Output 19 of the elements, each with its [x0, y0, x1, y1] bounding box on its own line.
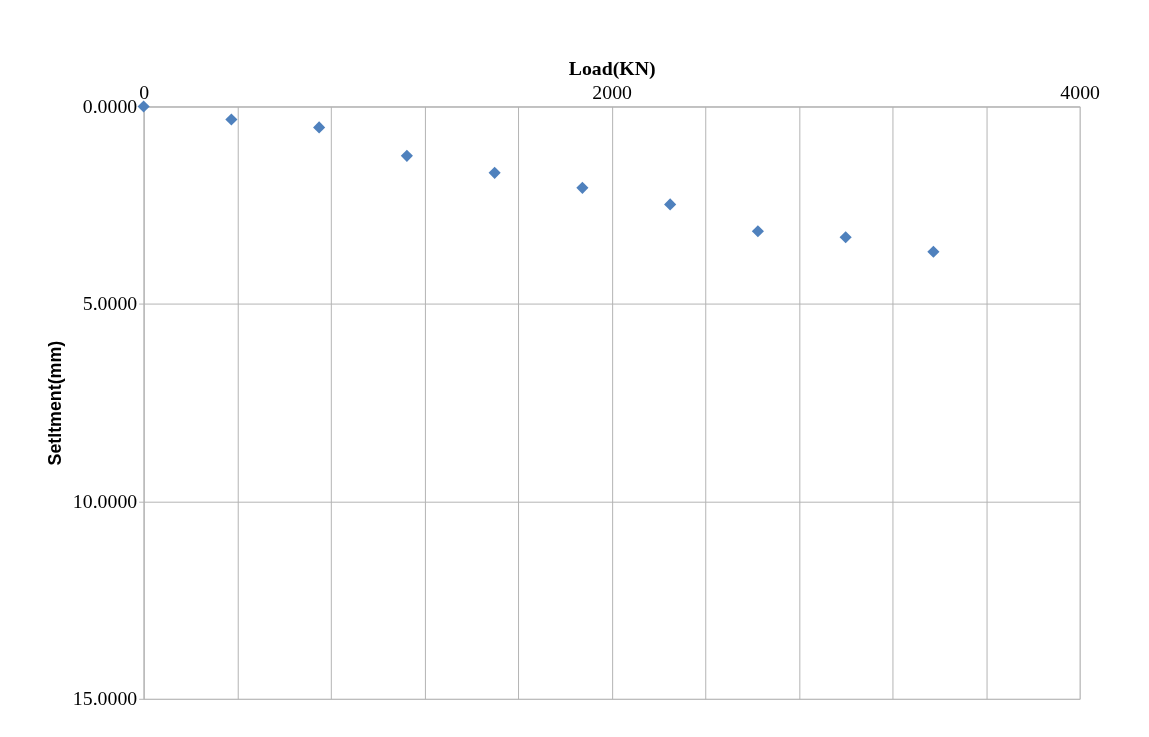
point	[225, 113, 238, 126]
y-tick-label: 15.0000	[72, 687, 138, 710]
y-tick-label: 10.0000	[72, 489, 138, 512]
x-axis-title: Load(KN)	[568, 57, 656, 81]
point	[400, 149, 413, 162]
y-tick-label: 5.0000	[82, 292, 138, 315]
point	[927, 245, 940, 258]
point	[664, 198, 677, 211]
point	[488, 166, 501, 179]
point	[576, 181, 589, 194]
point	[137, 100, 150, 113]
x-tick-label: 2000	[592, 81, 633, 104]
x-tick-label: 0	[139, 81, 150, 104]
point	[839, 231, 852, 244]
y-tick-label: 0.0000	[82, 94, 138, 117]
point	[751, 225, 764, 238]
y-axis-title: Setltment(mm)	[44, 340, 65, 466]
x-tick-label: 4000	[1060, 81, 1101, 104]
point	[313, 121, 326, 134]
